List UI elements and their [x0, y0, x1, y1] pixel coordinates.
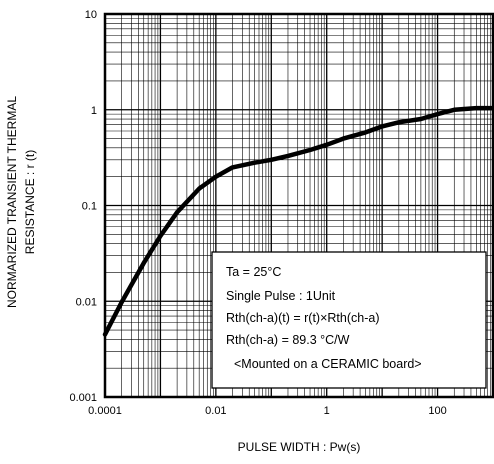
y-tick-label: 1: [91, 105, 97, 117]
annotation-line-mounting: <Mounted on a CERAMIC board>: [234, 357, 422, 371]
y-tick-label: 10: [85, 9, 97, 21]
x-tick-labels: 0.0001 0.01 1 100: [88, 405, 447, 417]
y-tick-label: 0.001: [69, 392, 97, 404]
plot-frame: [103, 12, 494, 399]
annotation-line-rth-formula: Rth(ch-a)(t) = r(t)×Rth(ch-a): [226, 311, 380, 325]
y-axis-label-line-2: RESISTANCE : r (t): [23, 150, 37, 254]
x-tick-label: 100: [428, 405, 446, 417]
annotation-box: Ta = 25°C Single Pulse : 1Unit Rth(ch-a)…: [211, 251, 487, 389]
x-tick-label: 1: [324, 405, 330, 417]
y-axis-label-line-1: NORMARIZED TRANSIENT THERMAL: [5, 96, 19, 308]
x-tick-label: 0.0001: [88, 405, 122, 417]
series-layer: [102, 105, 494, 337]
y-tick-label: 0.01: [76, 296, 97, 308]
annotation-line-rth-value: Rth(ch-a) = 89.3 °C/W: [226, 333, 350, 347]
annotation-line-single-pulse: Single Pulse : 1Unit: [226, 289, 336, 303]
y-tick-labels: 0.001 0.01 0.1 1 10: [69, 9, 97, 404]
y-tick-label: 0.1: [82, 201, 97, 213]
series-line: [102, 105, 494, 337]
annotation-box-frame: [211, 251, 487, 389]
x-tick-label: 0.01: [205, 405, 226, 417]
x-axis-label: PULSE WIDTH : Pw(s): [238, 440, 361, 454]
annotation-line-ta: Ta = 25°C: [226, 265, 281, 279]
